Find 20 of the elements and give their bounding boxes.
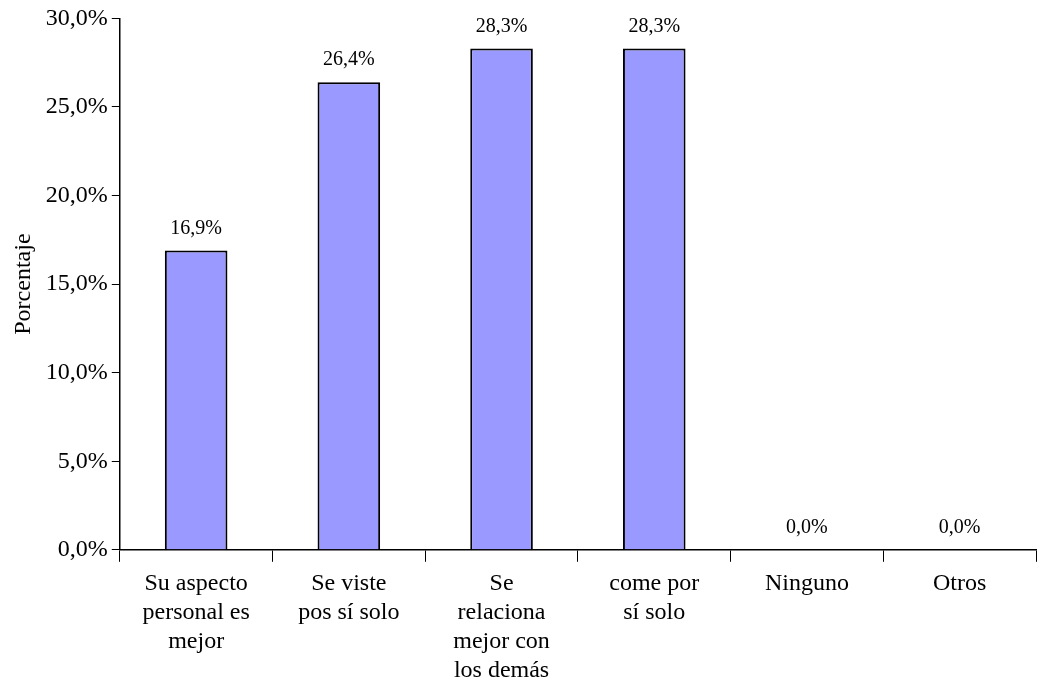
y-tick-label: 25,0% (45, 92, 108, 119)
y-tick-label: 5,0% (57, 446, 108, 473)
data-label: 28,3% (628, 13, 681, 36)
y-tick-label: 10,0% (45, 357, 108, 384)
y-tick-label: 30,0% (45, 3, 108, 30)
data-label: 16,9% (170, 215, 222, 238)
x-tick-label: Se relaciona mejor con los demás (453, 569, 550, 682)
y-tick-label: 0,0% (57, 535, 108, 562)
x-tick-label: Su aspecto personal es mejor (142, 569, 250, 654)
data-label: 0,0% (938, 515, 981, 538)
data-label: 28,3% (475, 13, 528, 36)
data-label: 26,4% (323, 47, 375, 70)
x-tick-label: Se viste pos sí solo (298, 569, 400, 625)
y-axis-title: Porcentaje (8, 233, 35, 335)
x-tick-label: Otros (932, 569, 987, 596)
x-tick-label: come por sí solo (609, 569, 700, 625)
y-tick-label: 20,0% (45, 180, 108, 207)
data-label: 0,0% (786, 515, 828, 538)
x-tick-label: Ninguno (764, 569, 849, 596)
y-tick-label: 15,0% (45, 269, 108, 296)
